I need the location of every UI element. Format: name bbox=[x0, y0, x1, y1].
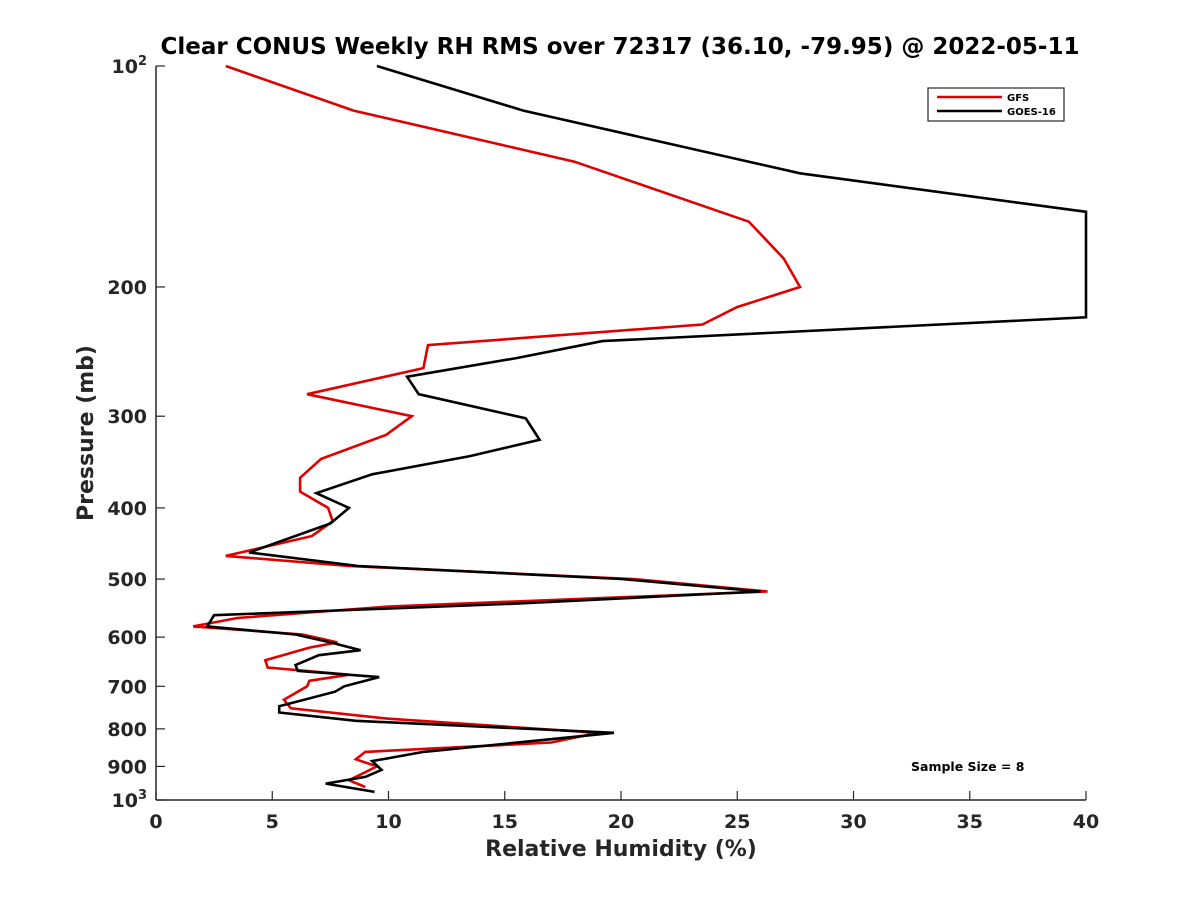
x-ticks: 0 5 10 15 20 25 30 35 40 bbox=[149, 791, 1099, 833]
legend-label-gfs: GFS bbox=[1007, 93, 1029, 104]
y-tick-label: 103 bbox=[112, 788, 148, 812]
x-tick-label: 20 bbox=[608, 811, 634, 833]
y-tick-label: 800 bbox=[107, 719, 147, 741]
x-tick-label: 25 bbox=[724, 811, 750, 833]
legend-label-goes16: GOES-16 bbox=[1007, 107, 1056, 118]
x-tick-label: 15 bbox=[492, 811, 518, 833]
x-tick-label: 30 bbox=[840, 811, 866, 833]
x-tick-label: 40 bbox=[1073, 811, 1099, 833]
series-layer bbox=[192, 64, 1088, 794]
series-line-goes16 bbox=[204, 64, 1088, 794]
y-tick-label: 900 bbox=[107, 756, 147, 778]
y-tick-label: 600 bbox=[107, 627, 147, 649]
y-tick-label: 400 bbox=[107, 498, 147, 520]
x-tick-label: 0 bbox=[149, 811, 162, 833]
y-axis-label: Pressure (mb) bbox=[74, 345, 99, 521]
y-tick-label: 700 bbox=[107, 676, 147, 698]
x-tick-label: 35 bbox=[957, 811, 983, 833]
x-tick-label: 10 bbox=[375, 811, 401, 833]
y-tick-label: 500 bbox=[107, 569, 147, 591]
y-ticks: 102 200 300 400 500 600 700 800 900 103 bbox=[107, 54, 165, 812]
y-tick-label: 200 bbox=[107, 277, 147, 299]
y-tick-label: 102 bbox=[112, 54, 148, 78]
chart-title: Clear CONUS Weekly RH RMS over 72317 (36… bbox=[161, 34, 1080, 60]
legend: GFS GOES-16 bbox=[927, 87, 1065, 122]
x-axis-label: Relative Humidity (%) bbox=[485, 837, 757, 862]
legend-box bbox=[927, 87, 1065, 122]
x-tick-label: 5 bbox=[266, 811, 279, 833]
plot-area bbox=[156, 66, 1086, 800]
sample-size-annotation: Sample Size = 8 bbox=[911, 759, 1024, 774]
y-tick-label: 300 bbox=[107, 406, 147, 428]
